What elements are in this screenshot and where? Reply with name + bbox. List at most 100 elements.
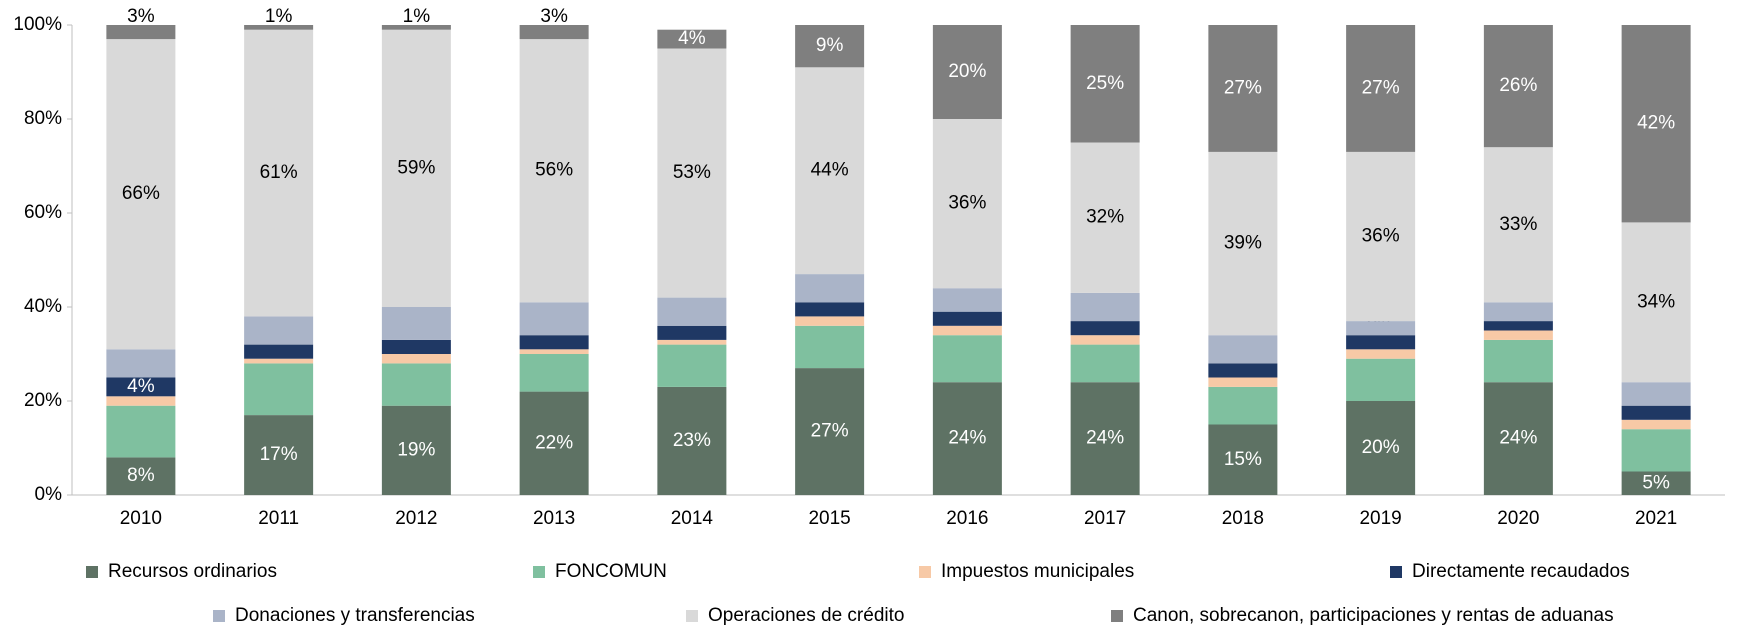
y-tick-label: 60% bbox=[24, 202, 62, 223]
x-tick-label: 2015 bbox=[808, 508, 850, 529]
x-tick-label: 2011 bbox=[258, 508, 299, 529]
legend-swatch bbox=[533, 566, 545, 578]
bar-segment bbox=[1483, 321, 1553, 331]
data-label: 27% bbox=[1362, 77, 1400, 98]
legend-label: Operaciones de crédito bbox=[708, 605, 904, 625]
bar-segment bbox=[1621, 419, 1691, 430]
x-tick-label: 2010 bbox=[120, 508, 162, 529]
legend-swatch bbox=[919, 566, 931, 578]
bar-segment bbox=[657, 386, 727, 495]
data-label: 3% bbox=[127, 6, 155, 27]
bar-segment bbox=[1346, 25, 1416, 152]
x-tick-label: 2018 bbox=[1222, 508, 1264, 529]
bar-segment bbox=[1483, 302, 1553, 322]
data-label: 4% bbox=[127, 376, 155, 397]
data-label: 27% bbox=[811, 421, 849, 442]
bar-segment bbox=[519, 25, 589, 40]
bar-segment bbox=[1621, 222, 1691, 383]
bar-segment bbox=[657, 325, 727, 340]
bar-segment bbox=[1208, 363, 1278, 378]
bar-segment bbox=[657, 339, 727, 345]
bar-segment bbox=[519, 391, 589, 495]
data-label: 20% bbox=[1362, 437, 1400, 458]
bar-segment bbox=[1208, 335, 1278, 364]
y-tick-label: 80% bbox=[24, 108, 62, 129]
data-label: 9% bbox=[816, 35, 844, 56]
legend-label: Donaciones y transferencias bbox=[235, 605, 475, 625]
bar-segment bbox=[244, 344, 314, 359]
bar-segment bbox=[1208, 424, 1278, 495]
bar-segment bbox=[1346, 321, 1416, 336]
bar-segment bbox=[1483, 330, 1553, 340]
bar-segment bbox=[244, 358, 314, 364]
data-label: 4% bbox=[678, 28, 706, 49]
legend-swatch bbox=[686, 610, 698, 622]
bar-segment bbox=[381, 29, 451, 307]
data-label: 19% bbox=[397, 439, 435, 460]
bar-segment bbox=[1621, 25, 1691, 223]
data-label: 42% bbox=[1637, 113, 1675, 134]
legend-label: FONCOMUN bbox=[555, 561, 667, 582]
legend-label: Directamente recaudados bbox=[1412, 561, 1630, 582]
bar-segment bbox=[1346, 335, 1416, 350]
bar-segment bbox=[519, 302, 589, 336]
bar-segment bbox=[657, 48, 727, 298]
bar-segment bbox=[519, 335, 589, 350]
legend-swatch bbox=[1390, 566, 1402, 578]
bar-segment bbox=[1346, 358, 1416, 401]
bar-segment bbox=[381, 339, 451, 354]
bar-segment bbox=[795, 25, 865, 68]
bar-segment bbox=[1621, 429, 1691, 472]
x-tick-label: 2019 bbox=[1359, 508, 1401, 529]
data-label: 3% bbox=[540, 6, 568, 27]
y-tick-label: 100% bbox=[13, 14, 62, 35]
data-label: 44% bbox=[811, 160, 849, 181]
legend-swatch bbox=[213, 610, 225, 622]
y-tick-label: 0% bbox=[35, 484, 63, 505]
bar-segment bbox=[106, 349, 176, 378]
data-label: 24% bbox=[1086, 428, 1124, 449]
bar-segment bbox=[244, 415, 314, 495]
data-label: 17% bbox=[260, 444, 298, 465]
bar-segment bbox=[519, 349, 589, 354]
bar-segment bbox=[795, 302, 865, 317]
bar-segment bbox=[932, 335, 1002, 383]
bar-segment bbox=[932, 382, 1002, 495]
data-label: 32% bbox=[1086, 207, 1124, 228]
data-label: 8% bbox=[127, 465, 155, 486]
data-label: 23% bbox=[673, 430, 711, 451]
x-tick-label: 2017 bbox=[1084, 508, 1126, 529]
bar-segment bbox=[1208, 151, 1278, 336]
bar-segment bbox=[381, 354, 451, 364]
bar-segment bbox=[1621, 382, 1691, 406]
bar-segment bbox=[244, 363, 314, 416]
y-tick-label: 20% bbox=[24, 390, 62, 411]
data-label: 1% bbox=[403, 6, 431, 27]
bar-segment bbox=[106, 25, 176, 40]
legend-swatch bbox=[1111, 610, 1123, 622]
bar-segment bbox=[1070, 382, 1140, 495]
bar-segment bbox=[795, 274, 865, 303]
legend-label: Recursos ordinarios bbox=[108, 561, 277, 582]
bar-segment bbox=[657, 297, 727, 326]
x-tick-label: 2012 bbox=[395, 508, 437, 529]
data-label: 36% bbox=[948, 193, 986, 214]
data-label: 39% bbox=[1224, 233, 1262, 254]
data-label: 26% bbox=[1499, 75, 1537, 96]
bar-segment bbox=[1070, 292, 1140, 322]
bar-segment bbox=[1208, 25, 1278, 152]
data-label: 33% bbox=[1499, 214, 1537, 235]
bar-segment bbox=[381, 363, 451, 406]
bar-segment bbox=[932, 119, 1002, 289]
bar-segment bbox=[244, 316, 314, 345]
legend-label: Impuestos municipales bbox=[941, 561, 1134, 582]
bar-segment bbox=[106, 39, 176, 350]
bar-segment bbox=[795, 368, 865, 495]
bar-segment bbox=[932, 311, 1002, 326]
bar-segment bbox=[106, 457, 176, 495]
legend-swatch bbox=[86, 566, 98, 578]
bar-segment bbox=[932, 25, 1002, 119]
y-tick-label: 40% bbox=[24, 296, 62, 317]
bar-segment bbox=[1070, 142, 1140, 293]
data-label: 56% bbox=[535, 160, 573, 181]
